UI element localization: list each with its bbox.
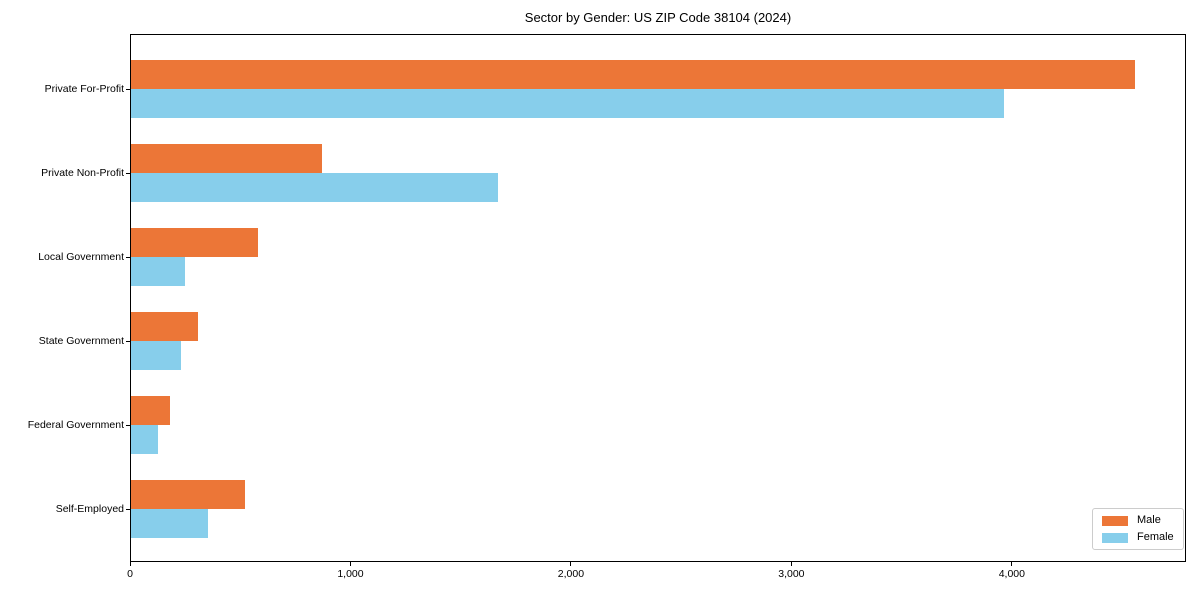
- x-tick-1000: [349, 562, 351, 566]
- x-tick-label-2000: 2,000: [557, 568, 585, 580]
- x-tick-0: [129, 562, 131, 566]
- y-axis-label-private-for-profit: Private For-Profit: [44, 83, 124, 95]
- x-tick-label-0: 0: [127, 568, 133, 580]
- bar-female-state-government: [131, 341, 181, 370]
- y-axis-label-self-employed: Self-Employed: [55, 503, 124, 515]
- bar-female-federal-government: [131, 425, 158, 454]
- bar-male-federal-government: [131, 396, 170, 425]
- bar-female-private-non-profit: [131, 173, 499, 202]
- x-tick-label-4000: 4,000: [998, 568, 1025, 580]
- x-tick-2000: [570, 562, 572, 566]
- y-axis-label-federal-government: Federal Government: [27, 419, 124, 431]
- x-tick-4000: [1011, 562, 1013, 566]
- legend-label-female: Female: [1137, 531, 1174, 543]
- legend: Male Female: [1092, 508, 1184, 550]
- y-axis-label-private-non-profit: Private Non-Profit: [41, 167, 124, 179]
- bar-female-self-employed: [131, 509, 209, 538]
- x-tick-3000: [790, 562, 792, 566]
- chart-title: Sector by Gender: US ZIP Code 38104 (202…: [524, 10, 792, 25]
- y-tick-private-for-profit: [126, 89, 130, 90]
- y-axis-label-local-government: Local Government: [38, 251, 124, 263]
- bar-male-local-government: [131, 228, 258, 257]
- y-axis-label-state-government: State Government: [38, 335, 124, 347]
- bar-male-private-for-profit: [131, 60, 1136, 89]
- bar-male-self-employed: [131, 480, 245, 509]
- legend-label-male: Male: [1137, 514, 1161, 526]
- bar-male-state-government: [131, 312, 199, 341]
- legend-item-female: Female: [1102, 532, 1174, 543]
- bar-female-private-for-profit: [131, 89, 1005, 118]
- x-tick-label-3000: 3,000: [778, 568, 805, 580]
- x-tick-label-1000: 1,000: [337, 568, 364, 580]
- bar-female-local-government: [131, 257, 186, 286]
- y-tick-private-non-profit: [126, 173, 130, 174]
- bar-male-private-non-profit: [131, 144, 322, 173]
- legend-swatch-male: [1102, 515, 1128, 526]
- legend-item-male: Male: [1102, 515, 1174, 526]
- plot-area: [130, 34, 1186, 562]
- y-tick-local-government: [126, 257, 130, 258]
- y-tick-self-employed: [126, 509, 130, 510]
- y-tick-state-government: [126, 341, 130, 342]
- y-tick-federal-government: [126, 425, 130, 426]
- legend-swatch-female: [1102, 532, 1128, 543]
